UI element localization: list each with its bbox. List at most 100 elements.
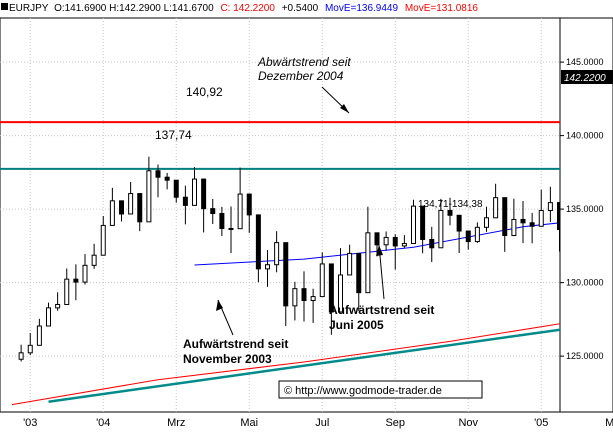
price-bar-body — [237, 193, 243, 230]
price-bar-body — [374, 232, 380, 246]
price-bar-body — [328, 263, 334, 313]
price-bar-body — [265, 264, 270, 270]
plot-area — [0, 17, 561, 413]
header-change: +0.5400 — [282, 3, 319, 14]
header-symbol: EURJPY — [9, 3, 49, 14]
price-bar-body — [401, 242, 407, 247]
copyright-text[interactable]: © http://www.godmode-trader.de — [284, 385, 442, 397]
time-tick-label: Jul — [315, 417, 329, 429]
annotation-downtrend: Abwärtstrend seit Dezember 2004 — [257, 55, 354, 83]
last-price-tag — [561, 70, 613, 84]
price-bar-body — [484, 217, 489, 228]
time-tick-label: '05 — [534, 417, 548, 429]
price-bar-body — [73, 278, 79, 283]
price-bar-body — [164, 176, 170, 181]
price-bar-body — [502, 197, 508, 237]
price-bar-body — [228, 227, 234, 230]
price-bar-body — [392, 236, 398, 247]
price-bar-body — [27, 344, 33, 354]
price-bar-body — [429, 238, 435, 249]
price-bar-body — [274, 242, 280, 266]
annotation-downtrend-line1: Abwärtstrend seit — [257, 55, 351, 69]
price-bar-body — [119, 200, 124, 215]
price-bar-body — [192, 178, 197, 206]
price-bar-body — [146, 170, 152, 223]
annotation-uptrend-june-line1: Aufwärtstrend seit — [329, 303, 434, 317]
price-bar-body — [210, 208, 216, 215]
price-bar-body — [155, 170, 161, 178]
time-tick-label: Sep — [385, 417, 405, 429]
copyright-box — [278, 380, 483, 399]
level-label-140-92: 140,92 — [186, 85, 223, 99]
price-bar-body — [557, 202, 560, 231]
time-tick-label: Mrz — [605, 417, 613, 429]
price-bar-body — [520, 218, 526, 224]
trendline-up-nov-2003 — [48, 328, 560, 403]
price-bar-body — [100, 224, 106, 256]
price-bar-body — [301, 288, 307, 302]
header-ohlc: O:141.6900 H:142.2900 L:141.6700 — [54, 3, 214, 14]
svg-text:EURJPY O:141.6900 H:142.: EURJPY O:141.6900 H:142.2900 L:141.6700 … — [9, 3, 478, 14]
price-tick-label: 125.0000 — [566, 351, 604, 361]
price-bar-body — [64, 278, 70, 305]
price-bar-body — [529, 222, 535, 227]
arrowhead-icon — [340, 104, 349, 113]
chart-header: EURJPY O:141.6900 H:142.2900 L:141.6700 … — [1, 3, 478, 14]
annotation-uptrend-june-line2: Juni 2005 — [329, 318, 384, 332]
price-bar-body — [36, 325, 42, 346]
price-bar-body — [55, 303, 61, 309]
price-bar-body — [246, 193, 252, 216]
time-tick-label: '04 — [96, 417, 110, 429]
annotation-uptrend-nov-line2: November 2003 — [183, 352, 272, 366]
annotation-uptrend-nov: Aufwärtstrend seit November 2003 — [183, 337, 292, 366]
grid — [0, 18, 560, 412]
time-tick-label: Mai — [240, 417, 258, 429]
price-bar-body — [91, 254, 97, 266]
price-bar-body — [493, 197, 499, 219]
header-ma1: MovE=136.9449 — [325, 3, 399, 14]
price-bar-body — [456, 214, 462, 232]
price-bar-body — [474, 226, 480, 243]
price-bar-body — [46, 307, 51, 327]
price-tick-label: 140.0000 — [566, 131, 604, 141]
price-bar-body — [411, 205, 416, 244]
price-bar-body — [18, 352, 24, 360]
price-bar-body — [128, 193, 134, 215]
level-label-134-71: 134,71-134,38 — [418, 199, 483, 210]
axis-ticks: 125.0000 130.0000 135.0000 140.0000 145.0000… — [23, 57, 613, 429]
price-bar-body — [365, 232, 371, 294]
time-tick-label: Nov — [458, 417, 478, 429]
time-tick-label: '03 — [23, 417, 37, 429]
arrowhead-icon — [376, 245, 383, 256]
price-bar-body — [82, 264, 88, 283]
price-bar-body — [338, 274, 343, 313]
price-tick-label: 135.0000 — [566, 204, 604, 214]
price-bar-body — [420, 205, 426, 240]
price-bar-body — [383, 236, 389, 246]
annotation-uptrend-june: Aufwärtstrend seit Juni 2005 — [329, 303, 438, 332]
header-close: C: 142.2200 — [220, 3, 275, 14]
price-bar-body — [109, 200, 115, 226]
price-bar-body — [438, 209, 444, 249]
price-bar-body — [173, 179, 179, 198]
price-bar-body — [182, 196, 188, 206]
price-bar-body — [538, 210, 544, 227]
price-bar-body — [447, 209, 453, 216]
last-price-label: 142.2200 — [564, 73, 606, 84]
level-label-137-74: 137,74 — [155, 128, 192, 142]
price-bar-body — [347, 252, 353, 276]
price-bar-body — [137, 193, 143, 223]
price-bar-body — [201, 178, 207, 210]
moving-average-long — [11, 323, 560, 406]
price-bar-body — [219, 213, 225, 229]
price-tick-label: 145.0000 — [566, 57, 604, 67]
arrowhead-icon — [216, 300, 223, 311]
price-bar-body — [511, 218, 517, 237]
price-bar-body — [465, 230, 471, 243]
header-square-icon — [1, 3, 8, 10]
price-bar-body — [292, 288, 298, 307]
price-bar-body — [356, 252, 362, 294]
time-tick-label: Mrz — [167, 417, 185, 429]
price-bar-body — [310, 296, 316, 302]
